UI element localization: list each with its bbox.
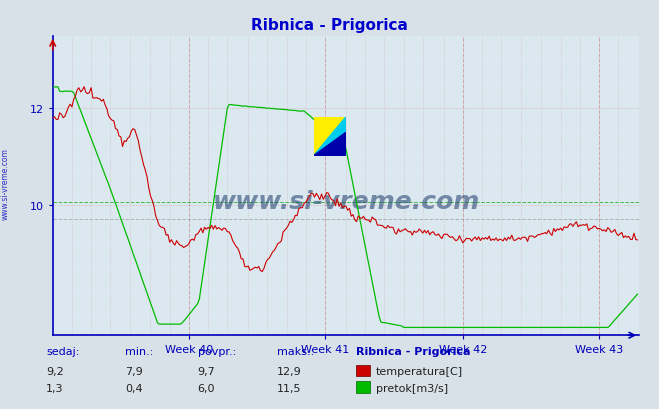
Text: 7,9: 7,9 xyxy=(125,366,143,376)
Text: 12,9: 12,9 xyxy=(277,366,302,376)
Text: temperatura[C]: temperatura[C] xyxy=(376,366,463,376)
Text: min.:: min.: xyxy=(125,346,154,356)
Text: www.si-vreme.com: www.si-vreme.com xyxy=(212,189,480,213)
Text: 11,5: 11,5 xyxy=(277,382,301,393)
Text: 9,7: 9,7 xyxy=(198,366,215,376)
Polygon shape xyxy=(314,133,346,156)
Text: pretok[m3/s]: pretok[m3/s] xyxy=(376,382,447,393)
Text: 1,3: 1,3 xyxy=(46,382,64,393)
Text: maks.:: maks.: xyxy=(277,346,314,356)
Polygon shape xyxy=(314,117,346,156)
Text: povpr.:: povpr.: xyxy=(198,346,236,356)
Text: Ribnica - Prigorica: Ribnica - Prigorica xyxy=(356,346,471,356)
Text: 0,4: 0,4 xyxy=(125,382,143,393)
Text: Ribnica - Prigorica: Ribnica - Prigorica xyxy=(251,18,408,34)
Text: sedaj:: sedaj: xyxy=(46,346,80,356)
Text: 6,0: 6,0 xyxy=(198,382,215,393)
Polygon shape xyxy=(314,117,346,156)
Text: www.si-vreme.com: www.si-vreme.com xyxy=(1,148,10,220)
Text: 9,2: 9,2 xyxy=(46,366,64,376)
